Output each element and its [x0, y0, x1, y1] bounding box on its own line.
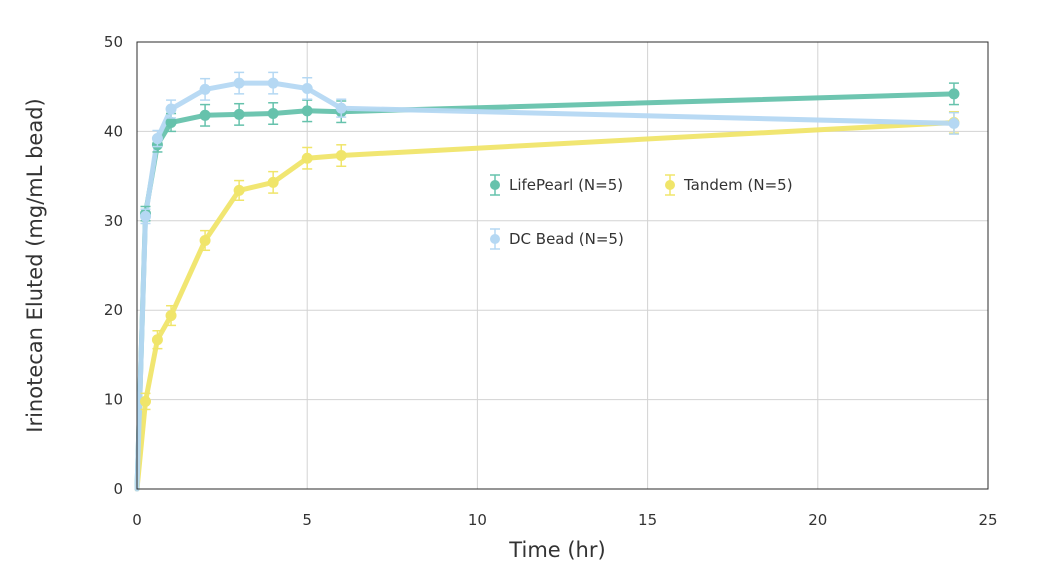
legend-item-2: DC Bead (N=5) — [490, 228, 624, 250]
x-tick-label: 5 — [302, 511, 312, 529]
data-point — [199, 109, 211, 121]
axes: 0 10 20 30 40 50 0 5 10 15 20 25 — [104, 33, 998, 529]
data-point — [233, 184, 245, 196]
legend-marker — [665, 180, 675, 190]
x-tick-label: 15 — [638, 511, 657, 529]
data-point — [140, 395, 152, 407]
data-point — [199, 83, 211, 95]
data-point — [301, 105, 313, 117]
series-1 — [134, 120, 957, 492]
data-point — [151, 133, 163, 145]
y-tick-label: 50 — [104, 33, 123, 51]
y-axis-title: Irinotecan Eluted (mg/mL bead) — [23, 98, 47, 432]
data-point — [267, 108, 279, 120]
data-point — [948, 88, 960, 100]
data-point — [267, 77, 279, 89]
data-point — [335, 102, 347, 114]
data-point — [335, 150, 347, 162]
series-layer — [134, 71, 960, 492]
y-tick-label: 20 — [104, 301, 123, 319]
x-tick-label: 20 — [808, 511, 827, 529]
data-point — [233, 108, 245, 120]
data-point — [199, 234, 211, 246]
legend-item-1: Tandem (N=5) — [665, 174, 793, 196]
legend-label: Tandem (N=5) — [683, 176, 793, 194]
legend-label: LifePearl (N=5) — [509, 176, 623, 194]
series-line — [134, 80, 957, 492]
data-point — [140, 210, 152, 222]
legend-item-0: LifePearl (N=5) — [490, 174, 623, 196]
data-point — [165, 103, 177, 115]
y-tick-label: 40 — [104, 122, 123, 140]
series-2 — [134, 80, 957, 492]
y-tick-label: 30 — [104, 212, 123, 230]
x-axis-title: Time (hr) — [508, 538, 605, 562]
y-tick-label: 0 — [113, 480, 123, 498]
data-point — [301, 152, 313, 164]
series-markers-1 — [140, 110, 960, 411]
x-tick-label: 10 — [468, 511, 487, 529]
legend-marker — [490, 180, 500, 190]
series-line — [134, 120, 957, 492]
x-tick-label: 25 — [978, 511, 997, 529]
data-point — [267, 176, 279, 188]
data-point — [165, 310, 177, 322]
plot-border — [136, 41, 989, 490]
data-point — [165, 116, 177, 128]
series-markers-2 — [140, 71, 960, 225]
legend: LifePearl (N=5) Tandem (N=5) DC Bead (N=5) — [490, 174, 793, 250]
series-line — [134, 91, 957, 492]
data-point — [233, 77, 245, 89]
y-tick-label: 10 — [104, 391, 123, 409]
x-tick-label: 0 — [132, 511, 142, 529]
data-point — [151, 334, 163, 346]
legend-label: DC Bead (N=5) — [509, 230, 624, 248]
data-point — [301, 82, 313, 94]
legend-marker — [490, 234, 500, 244]
data-point — [948, 117, 960, 129]
grid-lines — [137, 41, 989, 489]
series-0 — [134, 91, 957, 492]
